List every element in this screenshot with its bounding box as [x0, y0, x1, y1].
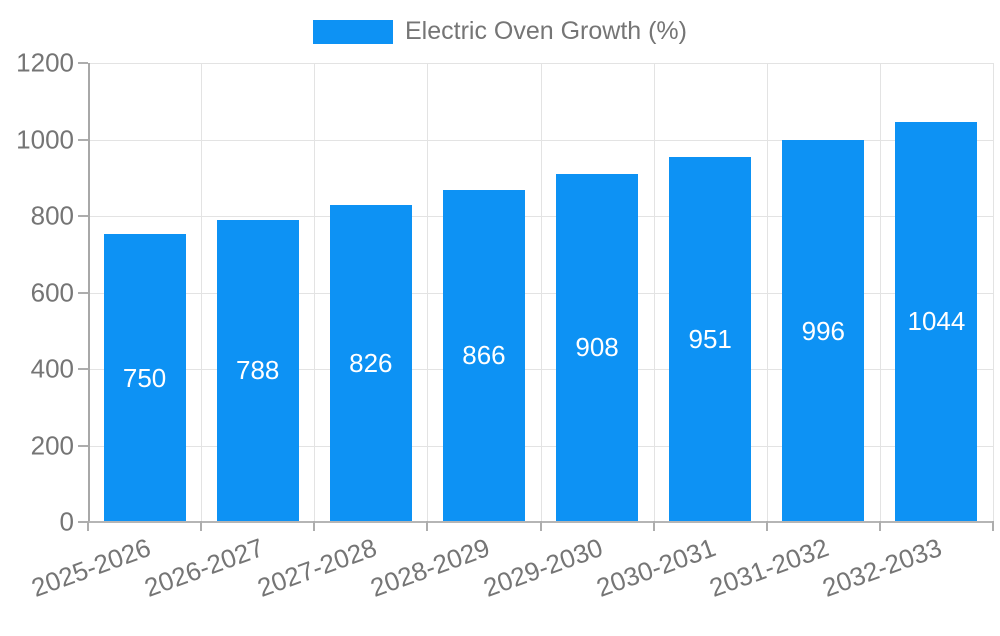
y-tick-label: 200: [30, 429, 74, 460]
x-tick-mark: [878, 521, 881, 531]
x-gridline: [766, 63, 768, 522]
x-tick-mark: [539, 521, 542, 531]
bar-2030-2031[interactable]: 951: [669, 157, 752, 521]
y-tick-label: 1000: [16, 123, 74, 154]
x-tick-mark: [992, 521, 994, 531]
x-gridline: [879, 63, 881, 522]
bar-2026-2027[interactable]: 788: [216, 219, 299, 521]
y-tick-label: 1200: [16, 47, 74, 78]
bar-2032-2033[interactable]: 1044: [895, 121, 978, 521]
y-tick-label: 0: [59, 506, 74, 537]
y-tick-mark: [78, 368, 88, 370]
x-tick-mark: [765, 521, 768, 531]
bar-value-label: 866: [462, 340, 506, 371]
bar-2027-2028[interactable]: 826: [329, 205, 412, 521]
legend-swatch: [312, 19, 393, 44]
bar-value-label: 750: [122, 362, 167, 393]
bar-value-label: 996: [801, 315, 845, 346]
bar-2029-2030[interactable]: 908: [556, 173, 639, 521]
x-tick-mark: [426, 521, 429, 531]
y-tick-label: 800: [30, 200, 74, 231]
x-gridline: [653, 63, 655, 522]
y-tick-label: 400: [30, 353, 74, 384]
bar-value-label: 951: [688, 324, 732, 355]
bar-2025-2026[interactable]: 750: [103, 234, 186, 521]
legend[interactable]: Electric Oven Growth (%): [0, 17, 1000, 46]
y-tick-mark: [78, 521, 88, 523]
y-axis: [88, 63, 90, 522]
x-tick-mark: [200, 521, 203, 531]
y-tick-mark: [78, 138, 88, 141]
bar-value-label: 826: [349, 348, 393, 379]
y-tick-label: 600: [30, 276, 74, 307]
x-gridline: [314, 63, 316, 522]
bar-chart: Electric Oven Growth (%) 750 788 826 866 908…: [0, 17, 1000, 603]
x-tick-mark: [652, 521, 655, 531]
y-tick-mark: [78, 444, 88, 447]
bar-2031-2032[interactable]: 996: [782, 140, 865, 521]
x-tick-mark: [313, 521, 316, 531]
bar-value-label: 788: [235, 355, 280, 386]
plot-area: 750 788 826 866 908 951 996 1044 0 200 400 600 800 1…: [16, 49, 994, 603]
bar-2028-2029[interactable]: 866: [442, 189, 525, 521]
x-tick-mark: [87, 521, 89, 531]
legend-label: Electric Oven Growth (%): [404, 17, 687, 45]
bar-value-label: 908: [575, 332, 619, 363]
x-gridline: [201, 63, 203, 522]
y-tick-mark: [78, 62, 88, 64]
x-gridline: [540, 63, 542, 522]
x-gridline: [993, 63, 994, 522]
y-tick-mark: [78, 291, 88, 294]
y-tick-mark: [78, 215, 88, 217]
bar-value-label: 1044: [907, 306, 966, 337]
x-gridline: [427, 63, 429, 522]
